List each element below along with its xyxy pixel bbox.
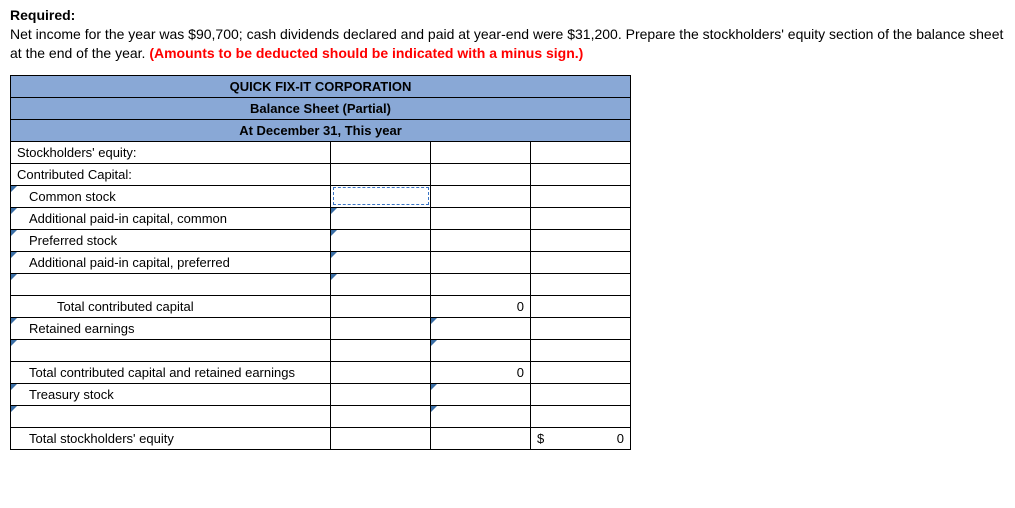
value-total-cc-re: 0 (431, 361, 531, 383)
sheet-title-company: QUICK FIX-IT CORPORATION (11, 75, 631, 97)
balance-sheet-table: QUICK FIX-IT CORPORATION Balance Sheet (… (10, 75, 631, 450)
cell-empty[interactable] (331, 383, 431, 405)
cell-empty[interactable] (331, 339, 431, 361)
row-contributed-capital: Contributed Capital: (11, 163, 331, 185)
cell-empty[interactable] (531, 251, 631, 273)
cell-empty[interactable] (531, 361, 631, 383)
row-apic-preferred[interactable]: Additional paid-in capital, preferred (11, 251, 331, 273)
row-apic-common[interactable]: Additional paid-in capital, common (11, 207, 331, 229)
input-common-stock-value[interactable] (331, 185, 431, 207)
cell-empty[interactable] (331, 361, 431, 383)
cell-empty[interactable] (431, 229, 531, 251)
instructions-red: (Amounts to be deducted should be indica… (149, 45, 583, 61)
cell-empty[interactable] (531, 141, 631, 163)
required-label: Required: (10, 7, 75, 23)
cell-empty[interactable] (531, 273, 631, 295)
row-treasury-stock[interactable]: Treasury stock (11, 383, 331, 405)
row-preferred-stock[interactable]: Preferred stock (11, 229, 331, 251)
row-total-cc-re: Total contributed capital and retained e… (11, 361, 331, 383)
value-total-contributed: 0 (431, 295, 531, 317)
row-total-contributed: Total contributed capital (11, 295, 331, 317)
row-total-se: Total stockholders' equity (11, 427, 331, 449)
value-total-se: $ 0 (531, 427, 631, 449)
cell-empty[interactable] (431, 141, 531, 163)
sheet-title-date: At December 31, This year (11, 119, 631, 141)
cell-empty[interactable] (431, 251, 531, 273)
cell-empty[interactable] (531, 207, 631, 229)
row-stockholders-equity: Stockholders' equity: (11, 141, 331, 163)
input-blank-value[interactable] (331, 273, 431, 295)
row-retained-earnings[interactable]: Retained earnings (11, 317, 331, 339)
row-blank-dropdown[interactable] (11, 273, 331, 295)
sheet-title-doc: Balance Sheet (Partial) (11, 97, 631, 119)
instructions-block: Required: Net income for the year was $9… (10, 6, 1005, 63)
cell-empty[interactable] (331, 295, 431, 317)
cell-empty[interactable] (431, 185, 531, 207)
cell-empty[interactable] (531, 185, 631, 207)
row-common-stock[interactable]: Common stock (11, 185, 331, 207)
cell-empty[interactable] (531, 229, 631, 251)
dollar-sign: $ (537, 431, 544, 446)
input-apic-common-value[interactable] (331, 207, 431, 229)
cell-empty[interactable] (431, 163, 531, 185)
cell-empty[interactable] (531, 405, 631, 427)
cell-empty[interactable] (531, 317, 631, 339)
cell-empty[interactable] (331, 163, 431, 185)
input-preferred-stock-value[interactable] (331, 229, 431, 251)
input-treasury-stock-value[interactable] (431, 383, 531, 405)
cell-empty[interactable] (431, 273, 531, 295)
cell-empty[interactable] (331, 405, 431, 427)
row-blank-dropdown-3[interactable] (11, 405, 331, 427)
cell-empty[interactable] (531, 163, 631, 185)
input-retained-earnings-value[interactable] (431, 317, 531, 339)
input-apic-preferred-value[interactable] (331, 251, 431, 273)
cell-empty[interactable] (431, 427, 531, 449)
total-se-number: 0 (617, 431, 624, 446)
cell-empty[interactable] (531, 383, 631, 405)
cell-empty[interactable] (531, 339, 631, 361)
cell-empty[interactable] (431, 207, 531, 229)
cell-empty[interactable] (331, 317, 431, 339)
cell-empty[interactable] (331, 141, 431, 163)
cell-empty[interactable] (531, 295, 631, 317)
cell-empty[interactable] (331, 427, 431, 449)
row-blank-dropdown-2[interactable] (11, 339, 331, 361)
input-blank-value-2[interactable] (431, 339, 531, 361)
input-blank-value-3[interactable] (431, 405, 531, 427)
